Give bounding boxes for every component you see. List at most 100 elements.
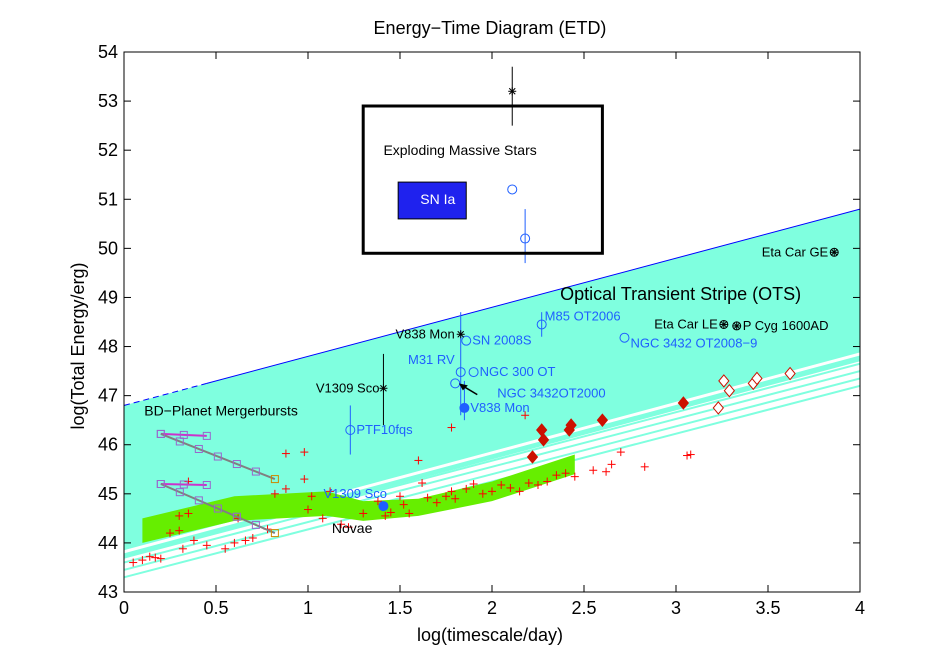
y-tick-label-0: 43 [98,582,118,602]
bd-square-2-4 [232,460,241,469]
cv-point-52 [589,466,598,475]
cv-point-25 [344,523,353,532]
ots-upper-edge [206,208,860,384]
y-tick-label-3: 46 [98,435,118,455]
cv-point-50 [561,469,570,478]
cv-point-40 [469,480,478,488]
x-tick-label-7: 3.5 [755,598,780,618]
object-label-4: NGC 3432 OT2008−9 [630,336,757,351]
object-marker-9 [450,378,461,389]
object-marker-2 [732,321,741,330]
x-tick-label-8: 4 [855,598,865,618]
object-marker-3 [536,319,547,330]
unlabeled-object-2 [520,233,531,244]
plot-area: Eta Car GE Eta Car LE P Cyg 1600AD M85 OT20… [124,66,860,579]
exploding-stars-box [361,104,604,255]
bd-square-3-1 [175,488,184,497]
bd-square-3-6 [270,529,279,538]
y-axis-label: log(Total Energy/erg) [68,262,88,429]
object-label-9: NGC 3432OT2000 [497,385,605,400]
bd-square-2-2 [194,444,203,453]
object-label-2: P Cyg 1600AD [743,318,829,333]
filled-diamond-6 [677,396,690,410]
x-axis-label: log(timescale/day) [417,625,563,645]
open-diamond-0 [712,401,724,415]
filled-diamond-2 [537,433,550,447]
bd-square-3-0 [156,480,165,488]
y-tick-label-6: 49 [98,287,118,307]
y-tick-label-4: 47 [98,386,118,406]
bd-square-2-6 [270,475,279,484]
cv-point-47 [534,480,542,489]
cv-point-38 [451,494,460,503]
cv-point-48 [543,477,552,486]
object-marker-0 [830,248,839,257]
y-tick-label-8: 51 [98,189,118,209]
unlabeled-object-0-d [508,87,516,95]
chart-title: Energy−Time Diagram (ETD) [374,18,607,38]
cv-point-62 [300,475,309,484]
object-marker-10 [459,402,470,413]
sn-ia-label: SN Ia [420,191,455,207]
cv-point-37 [447,487,456,496]
cv-point-65 [521,411,530,420]
cv-point-24 [337,520,346,529]
object-marker-4 [619,332,630,343]
cv-point-45 [515,487,524,496]
object-label-8: NGC 300 OT [480,364,556,379]
object-label-13: V1309 Sco [323,486,387,501]
cv-point-55 [616,448,625,457]
cv-point-39 [462,484,471,493]
cv-point-26 [359,509,368,518]
cv-point-30 [396,492,404,501]
cv-point-20 [304,505,312,514]
cv-point-23 [326,487,335,496]
cv-point-41 [478,489,487,498]
bd-mag-square-1-2 [202,480,211,489]
cv-point-6 [175,511,184,520]
cv-point-34 [423,493,432,502]
exploding-massive-stars-label: Exploding Massive Stars [383,142,536,158]
cv-point-21 [307,492,316,501]
bd-square-2-0 [156,429,165,438]
open-diamond-1 [718,374,730,388]
cv-point-49 [552,471,561,480]
cyan-line-3 [124,362,860,559]
cv-point-10 [202,541,211,550]
cv-point-4 [156,554,165,563]
object-label-7: M31 RV [408,352,455,367]
object-label-11: V1309 Sco [316,380,380,395]
filled-diamond-5 [596,413,609,427]
cv-point-46 [524,479,533,488]
y-tick-label-11: 54 [98,42,118,62]
bd-square-2-1 [175,437,184,446]
cv-point-61 [281,484,290,493]
ots-stripe [124,209,860,558]
y-tick-label-1: 44 [98,533,118,553]
cv-point-32 [405,509,414,518]
cv-point-18 [281,449,290,458]
cv-point-35 [432,498,441,507]
cv-point-11 [221,544,230,553]
cv-point-27 [373,497,382,506]
cv-point-56 [640,462,649,471]
object-label-3: M85 OT2006 [545,308,621,323]
novae-label: Novae [332,520,373,536]
filled-diamond-0 [526,450,539,464]
y-tick-label-10: 53 [98,91,118,111]
x-tick-label-3: 1.5 [387,598,412,618]
object-marker-11-d [380,384,387,392]
cv-point-19 [300,448,309,457]
y-tick-label-9: 52 [98,140,118,160]
cv-point-15 [248,534,257,542]
cv-point-43 [497,480,506,489]
bd-track-0 [160,432,207,437]
filled-diamond-4 [565,418,577,432]
object-marker-6 [456,330,465,339]
x-tick-label-1: 0.5 [203,598,228,618]
object-label-1: Eta Car LE [654,316,718,331]
object-marker-1 [719,320,728,329]
cv-point-2 [145,552,154,561]
object-marker-8 [468,367,479,378]
